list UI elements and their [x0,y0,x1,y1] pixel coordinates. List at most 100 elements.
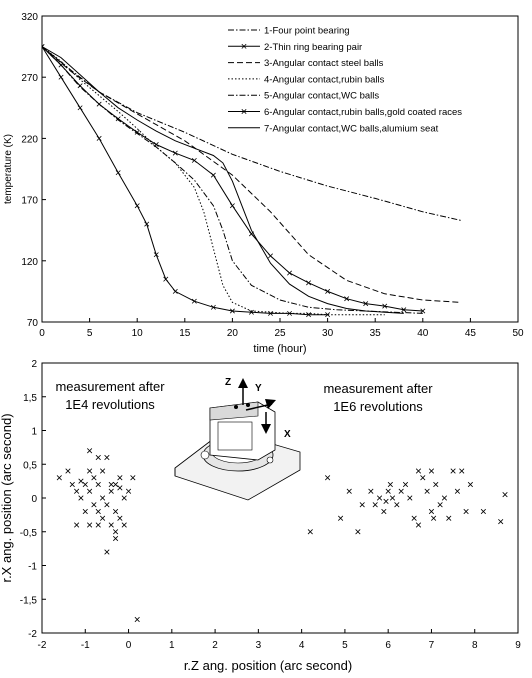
top-ytick-label: 320 [21,12,38,23]
bottom-xtick-label: 3 [256,640,262,651]
scatter-point-1E6 [441,495,448,501]
scatter-point-1E6 [411,515,417,521]
scatter-point-1E6 [459,468,465,474]
bottom-xtick-label: -1 [81,640,90,651]
scatter-point-1E4 [91,502,97,508]
bottom-ytick-label: -2 [28,629,37,640]
top-xtick-label: 50 [512,328,524,339]
scatter-point-1E6 [450,468,456,474]
inset-axis-y: Y [255,383,262,394]
top-ytick-label: 120 [21,257,38,268]
scatter-point-1E6 [337,515,344,521]
series-2-point [420,308,426,314]
series-2-point [267,253,273,259]
bottom-ytick-label: -1,5 [20,595,38,606]
top-ylabel: temperature (K) [3,134,14,204]
scatter-point-1E4 [121,495,127,501]
scatter-point-1E6 [463,508,469,515]
series-6-point [58,74,64,80]
scatter-point-1E6 [407,495,413,501]
scatter-point-1E4 [74,488,80,494]
series-2-point [382,303,388,309]
inset-axis-z: Z [225,377,231,388]
scatter-point-1E6 [431,515,437,521]
scatter-point-1E6 [402,481,409,488]
bottom-xtick-label: 6 [385,640,391,651]
angular-position-chart: -2 -1 0 1 2 3 4 5 6 7 8 9 2 1,5 1 0,5 0 -0,5 -1 -1,5 -2 meas… [0,359,521,673]
bottom-ytick-label: 1,5 [23,393,37,404]
legend-label-3: 3-Angular contact steel balls [264,58,384,69]
scatter-point-1E4 [69,481,75,488]
series-6-point [229,308,235,314]
series-line-5 [42,46,423,314]
scatter-point-1E4 [87,488,93,494]
top-xtick-label: 0 [39,328,45,339]
bottom-xtick-label: 1 [169,640,175,651]
series-6-point [248,309,254,315]
top-ytick-label: 70 [27,318,39,329]
top-xtick-label: 5 [87,328,93,339]
scatter-point-1E6 [355,529,361,535]
scatter-point-1E4 [112,508,119,515]
scatter-point-1E4 [112,535,119,542]
scatter-point-1E6 [307,529,313,535]
top-xtick-label: 25 [274,328,286,339]
scatter-point-1E6 [398,488,404,494]
series-line-6 [42,46,328,316]
series-6-point [115,170,121,176]
scatter-point-1E6 [480,508,486,515]
scatter-point-1E4 [82,481,88,488]
scatter-point-1E6 [446,515,452,521]
series-6-point [144,221,150,227]
bottom-ytick-label: -1 [28,562,37,573]
bottom-ylabel: r.X ang. position (arc second) [0,413,14,582]
scatter-point-1E4 [130,475,136,481]
scatter-point-1E6 [368,488,374,494]
legend-label-5: 5-Angular contact,WC balls [264,91,379,102]
series-2-point [134,129,140,135]
legend-marker-6 [241,109,247,114]
series-6-point [96,135,102,141]
legend-label-7: 7-Angular contact,WC balls,alumium seat [264,123,439,134]
top-xtick-label: 35 [370,328,382,339]
scatter-point-1E4 [56,475,62,481]
top-xtick-label: 10 [132,328,144,339]
scatter-point-1E6 [420,475,426,481]
series-6-point [191,298,197,304]
annotation-1e4-line2: 1E4 revolutions [65,397,155,412]
scatter-point-1E4 [112,481,119,488]
scatter-point-1E4 [108,522,114,528]
bottom-ytick-label: 2 [31,359,37,370]
scatter-point-1E4 [117,515,123,521]
series-6-point [134,203,140,209]
scatter-point-1E4 [112,529,119,535]
legend-label-6: 6-Angular contact,rubin balls,gold coate… [264,107,462,118]
series-6-point [210,304,216,310]
bottom-xtick-label: 8 [472,640,478,651]
scatter-point-1E6 [415,522,422,528]
scatter-point-1E6 [346,488,352,494]
scatter-point-1E4 [108,488,114,494]
scatter-point-1E4 [95,481,101,488]
scatter-point-1E4 [108,481,114,488]
scatter-point-1E6 [415,468,422,474]
bottom-xlabel: r.Z ang. position (arc second) [184,658,352,673]
top-xtick-label: 30 [322,328,334,339]
scatter-point-1E4 [99,515,106,521]
top-ytick-label: 270 [21,73,38,84]
scatter-point-1E6 [387,481,393,488]
scatter-point-1E4 [78,495,84,501]
scatter-point-1E4 [95,454,101,461]
scatter-point-1E4 [104,454,110,461]
top-legend: 1-Four point bearing 2-Thin ring bearing … [228,26,462,134]
scatter-point-1E4 [82,508,88,515]
scatter-point-1E6 [383,498,389,504]
series-2-point [229,203,235,209]
annotation-1e6-line1: measurement after [323,381,433,396]
top-axis-ticks: 0 5 10 15 20 25 30 35 40 45 50 320 270 220 170 120 70 [21,12,524,339]
scatter-point-1E6 [424,488,430,494]
top-ytick-label: 220 [21,134,38,145]
bottom-xtick-label: 5 [342,640,348,651]
series-2-point [306,280,312,286]
series-6-point [287,310,293,316]
